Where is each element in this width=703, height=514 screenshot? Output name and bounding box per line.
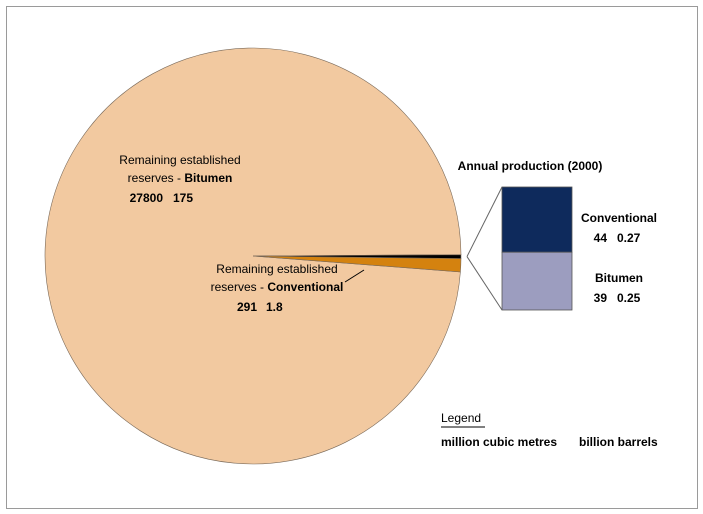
production-bitumen-value: 39 — [594, 291, 608, 305]
pie-slice-annual-production — [252, 254, 462, 259]
conventional-reserves-value: 291 — [237, 300, 257, 314]
conventional-reserves-secondary-value: 1.8 — [266, 300, 283, 314]
production-conventional-label: Conventional — [581, 211, 657, 225]
pie — [44, 47, 462, 465]
bitumen-reserves-label-name: Bitumen — [184, 171, 232, 185]
conventional-leader-line — [344, 269, 365, 283]
conventional-reserves-label-prefix: reserves - — [211, 280, 268, 294]
production-breakout-bar — [501, 186, 573, 311]
bitumen-reserves-label-line1: Remaining established — [119, 153, 240, 167]
conventional-reserves-label-line1: Remaining established — [216, 262, 337, 276]
annual-production-title: Annual production (2000) — [458, 159, 603, 173]
breakout-segment-conventional — [501, 186, 573, 253]
connector-line-bottom — [466, 256, 503, 311]
conventional-reserves-label-line2: reserves - Conventional — [211, 280, 344, 294]
legend-secondary-unit: billion barrels — [579, 435, 658, 449]
production-conventional-value: 44 — [594, 231, 608, 245]
bitumen-reserves-secondary-value: 175 — [173, 191, 193, 205]
breakout-connector-lines — [466, 186, 503, 311]
bitumen-reserves-label-line2: reserves - Bitumen — [128, 171, 233, 185]
legend-title: Legend — [441, 411, 481, 425]
bitumen-reserves-label-prefix: reserves - — [128, 171, 185, 185]
conventional-reserves-label-name: Conventional — [267, 280, 343, 294]
production-bitumen-label: Bitumen — [595, 271, 643, 285]
production-bitumen-secondary-value: 0.25 — [617, 291, 641, 305]
legend-primary-unit: million cubic metres — [441, 435, 557, 449]
connector-line-top — [466, 186, 503, 257]
breakout-segment-bitumen — [501, 251, 573, 311]
bitumen-reserves-value: 27800 — [130, 191, 164, 205]
production-conventional-secondary-value: 0.27 — [617, 231, 641, 245]
